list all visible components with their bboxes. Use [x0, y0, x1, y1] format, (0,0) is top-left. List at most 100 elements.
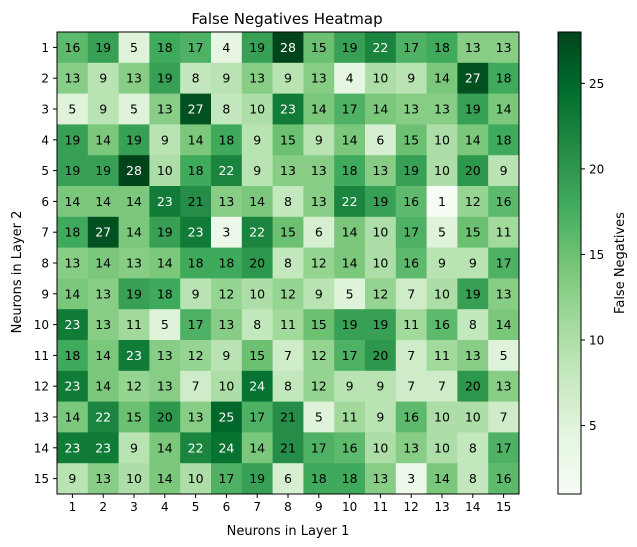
cell-value-label: 17 [342, 348, 358, 363]
heatmap-cell [395, 463, 428, 495]
heatmap-cell [149, 309, 181, 341]
cell-value-label: 13 [403, 102, 419, 117]
cell-value-label: 13 [126, 71, 142, 86]
cell-value-label: 18 [496, 71, 512, 86]
heatmap-cell [180, 216, 212, 249]
heatmap-cell [118, 186, 150, 218]
heatmap-cell [149, 186, 181, 218]
cell-value-label: 9 [192, 286, 200, 301]
cell-value-label: 12 [126, 379, 142, 394]
cell-value-label: 13 [64, 71, 80, 86]
cell-value-label: 11 [280, 317, 296, 332]
cell-value-label: 9 [253, 132, 261, 147]
heatmap-cell [180, 401, 212, 433]
heatmap-cell [426, 340, 458, 372]
heatmap-cell [57, 216, 89, 249]
cell-value-label: 5 [130, 40, 138, 55]
heatmap-cell [272, 155, 304, 187]
heatmap-cell [488, 432, 520, 464]
heatmap-cell [272, 32, 304, 64]
cell-value-label: 13 [311, 194, 327, 209]
cell-value-label: 13 [249, 71, 265, 86]
heatmap-cell [241, 278, 274, 310]
cell-value-label: 15 [280, 132, 296, 147]
heatmap-cell [303, 432, 335, 464]
heatmap-cell [272, 216, 304, 249]
cell-value-label: 17 [249, 410, 265, 425]
heatmap-cell [395, 247, 428, 279]
heatmap-cell [365, 340, 397, 372]
heatmap-cell [303, 370, 335, 403]
heatmap-cell [395, 340, 428, 372]
heatmap-cell [211, 278, 243, 310]
heatmap-cell [488, 247, 520, 279]
cell-value-label: 9 [376, 410, 384, 425]
heatmap-cell [87, 463, 120, 495]
heatmap-cell [87, 93, 120, 125]
heatmap-cell [180, 62, 212, 95]
heatmap-cell [87, 247, 120, 279]
heatmap-cell [241, 155, 274, 187]
x-tick-label: 11 [373, 500, 388, 514]
heatmap-cell [426, 432, 458, 464]
heatmap-cell [334, 370, 366, 403]
heatmap-cell [395, 186, 428, 218]
heatmap-cell [211, 247, 243, 279]
y-tick-label: 4 [41, 133, 49, 147]
heatmap-cells [56, 31, 520, 495]
cell-value-label: 12 [188, 348, 204, 363]
cell-value-label: 10 [372, 71, 388, 86]
heatmap-cell [303, 62, 335, 95]
cell-value-label: 13 [157, 102, 173, 117]
cell-value-label: 18 [434, 40, 450, 55]
heatmap-cell [118, 124, 150, 156]
heatmap-cell [303, 216, 335, 249]
heatmap-cell [395, 93, 428, 125]
heatmap-cell [211, 32, 243, 64]
cell-value-label: 19 [249, 471, 265, 486]
heatmap-cell [87, 401, 120, 433]
heatmap-cell [211, 186, 243, 218]
cell-value-label: 16 [403, 256, 419, 271]
cell-value-label: 14 [95, 132, 111, 147]
heatmap-cell [303, 247, 335, 279]
cell-value-label: 12 [280, 286, 296, 301]
heatmap-cell [303, 463, 335, 495]
cell-value-label: 8 [284, 256, 292, 271]
heatmap-cell [488, 186, 520, 218]
cell-value-label: 7 [438, 379, 446, 394]
heatmap-cell [395, 216, 428, 249]
cell-value-label: 13 [157, 379, 173, 394]
cell-value-label: 13 [496, 40, 512, 55]
cell-value-label: 23 [126, 348, 142, 363]
heatmap-cell [241, 340, 274, 372]
cell-value-label: 14 [64, 286, 80, 301]
heatmap-cell [241, 32, 274, 64]
y-tick-label: 9 [41, 287, 49, 301]
cell-value-label: 18 [157, 286, 173, 301]
cell-value-label: 13 [434, 102, 450, 117]
cell-value-label: 4 [222, 40, 230, 55]
heatmap-cell [426, 278, 458, 310]
cell-value-label: 19 [126, 286, 142, 301]
cell-value-label: 18 [496, 132, 512, 147]
cell-value-label: 13 [311, 71, 327, 86]
heatmap-cell [118, 401, 150, 433]
heatmap-cell [241, 309, 274, 341]
cell-value-label: 18 [342, 471, 358, 486]
cell-value-label: 12 [311, 348, 327, 363]
heatmap-cell [118, 340, 150, 372]
heatmap-cell [211, 463, 243, 495]
cell-value-label: 9 [315, 132, 323, 147]
cell-value-label: 16 [64, 40, 80, 55]
cell-value-label: 13 [64, 256, 80, 271]
heatmap-cell [365, 124, 397, 156]
cell-value-label: 15 [311, 317, 327, 332]
heatmap-cell [457, 401, 489, 433]
cell-value-label: 13 [157, 348, 173, 363]
cell-value-label: 12 [218, 286, 234, 301]
cell-value-label: 15 [126, 410, 142, 425]
heatmap-cell [426, 370, 458, 403]
heatmap-cell [488, 62, 520, 95]
